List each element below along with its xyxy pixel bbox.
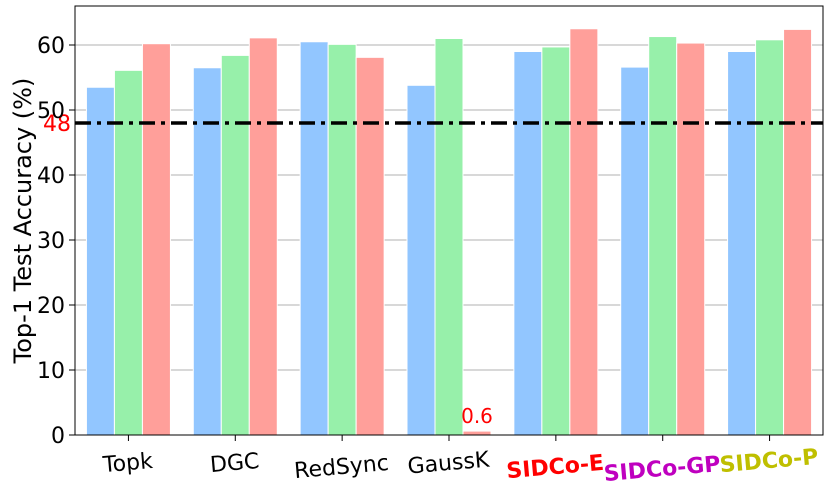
bar-sidco-p-s1: [727, 51, 757, 436]
bar-sidco-e-s1: [513, 51, 543, 436]
y-tick-label: 0: [51, 424, 65, 449]
reference-line-label: 48: [43, 112, 71, 137]
bar-sidco-p-s3: [783, 28, 813, 436]
bar-topk-s2: [113, 69, 143, 436]
x-tick-label-dgc: DGC: [209, 449, 260, 478]
annotations: 0.6: [461, 404, 493, 428]
bar-redsync-s2: [327, 43, 357, 436]
x-tick-label-topk: Topk: [101, 449, 154, 478]
x-tick-label-gaussk: GaussK: [407, 447, 491, 479]
y-tick-label: 30: [37, 229, 65, 254]
x-tick-label-sidco-gp: SIDCo-GP: [603, 452, 722, 487]
bar-sidco-gp-s1: [620, 66, 650, 436]
annotation-label: 0.6: [461, 404, 493, 428]
x-tick-label-sidco-p: SIDCo-P: [719, 445, 820, 479]
y-axis-label: Top-1 Test Accuracy (%): [9, 78, 37, 365]
x-tick-label-sidco-e: SIDCo-E: [506, 451, 606, 484]
bars: [85, 28, 813, 436]
bar-dgc-s2: [220, 54, 250, 436]
bar-sidco-e-s2: [541, 46, 571, 436]
bar-redsync-s1: [299, 41, 329, 436]
x-axis-ticks: Topk DGC RedSync GaussK SIDCo-ESIDCo-GPSIDCo…: [101, 435, 819, 487]
y-tick-label: 40: [37, 164, 65, 189]
bar-redsync-s3: [355, 56, 385, 436]
bar-topk-s3: [141, 43, 171, 436]
y-tick-label: 20: [37, 294, 65, 319]
bar-sidco-gp-s2: [648, 36, 678, 436]
y-axis-ticks: 0 10 20 30 40 50 60: [37, 34, 75, 449]
y-tick-label: 50: [37, 99, 65, 124]
bar-gaussk-s1: [406, 84, 436, 436]
reference-line: 48: [43, 112, 823, 137]
x-tick-label-redsync: RedSync: [293, 451, 390, 484]
bar-dgc-s3: [248, 37, 278, 436]
bar-sidco-gp-s3: [676, 42, 706, 436]
y-tick-label: 10: [37, 359, 65, 384]
bar-gaussk-s3: [462, 430, 492, 436]
y-tick-label: 60: [37, 34, 65, 59]
bar-sidco-p-s2: [755, 39, 785, 436]
bar-gaussk-s2: [434, 38, 464, 436]
bar-sidco-e-s3: [569, 28, 599, 436]
bar-topk-s1: [85, 86, 115, 436]
